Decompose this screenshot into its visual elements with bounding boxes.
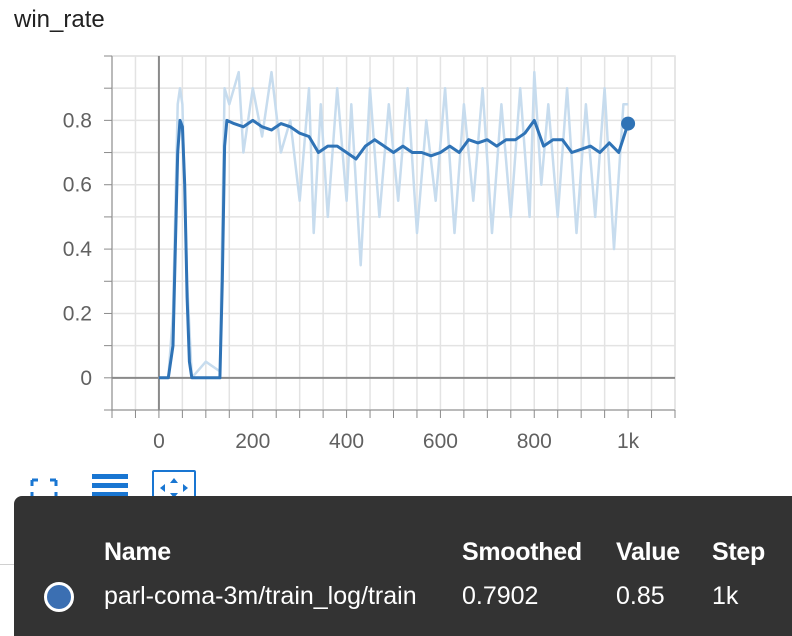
x-tick-label: 0 bbox=[153, 430, 165, 453]
header-name: Name bbox=[104, 538, 171, 566]
last-point-marker bbox=[621, 116, 636, 131]
divider bbox=[0, 564, 14, 565]
run-name: parl-coma-3m/train_log/train bbox=[104, 582, 417, 610]
header-smoothed: Smoothed bbox=[462, 538, 582, 566]
x-tick-label: 600 bbox=[423, 430, 458, 453]
y-tick-label: 0 bbox=[80, 367, 92, 390]
data-tooltip: Name Smoothed Value Step parl-coma-3m/tr… bbox=[14, 496, 792, 636]
header-value: Value bbox=[616, 538, 680, 566]
series-lines bbox=[158, 70, 636, 380]
step-value: 1k bbox=[712, 582, 739, 610]
fit-domain-icon bbox=[160, 478, 188, 498]
header-step: Step bbox=[712, 538, 765, 566]
raw-value: 0.85 bbox=[616, 582, 665, 610]
chart-title: win_rate bbox=[14, 6, 105, 33]
toggle-log-scale-button[interactable] bbox=[88, 470, 132, 506]
y-tick-label: 0.2 bbox=[63, 302, 92, 325]
smoothed-series-line bbox=[158, 118, 630, 380]
y-tick-label: 0.8 bbox=[63, 109, 92, 132]
x-tick-label: 400 bbox=[329, 430, 364, 453]
x-tick-label: 800 bbox=[517, 430, 552, 453]
tick-labels: 0 200 400 600 800 1k 0 0.2 0.4 0.6 0.8 bbox=[63, 109, 640, 453]
chart-canvas: 0 200 400 600 800 1k 0 0.2 0.4 0.6 0.8 bbox=[63, 55, 676, 453]
x-tick-label: 1k bbox=[617, 430, 640, 453]
y-tick-label: 0.4 bbox=[63, 238, 93, 261]
x-tick-label: 200 bbox=[235, 430, 270, 453]
grid-lines bbox=[111, 55, 676, 411]
list-icon bbox=[92, 474, 128, 497]
y-tick-label: 0.6 bbox=[63, 174, 92, 197]
smoothed-value: 0.7902 bbox=[462, 582, 539, 610]
series-color-swatch bbox=[44, 582, 74, 612]
